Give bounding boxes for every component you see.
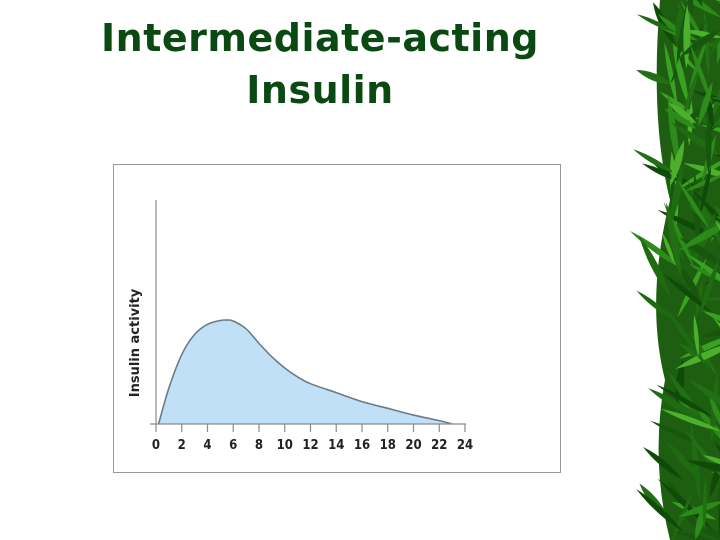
x-tick-label: 8 xyxy=(255,438,263,453)
activity-curve xyxy=(157,319,453,425)
slide-title: Intermediate-acting Insulin xyxy=(60,12,580,116)
title-line-1: Intermediate-acting xyxy=(101,16,539,60)
x-tick-label: 16 xyxy=(354,438,370,453)
bamboo-leaves-decoration xyxy=(630,0,720,540)
activity-area xyxy=(157,319,453,425)
title-line-2: Insulin xyxy=(246,68,394,112)
x-tick-label: 4 xyxy=(203,438,211,453)
y-axis-label: Insulin activity xyxy=(128,288,143,397)
x-tick-label: 12 xyxy=(302,438,318,453)
activity-fill xyxy=(158,319,453,424)
x-tick-label: 0 xyxy=(152,438,160,453)
chart-frame: 0 2 4 6 8 10 12 14 16 18 20 22 24 Insulin activity xyxy=(113,164,561,473)
x-tick-label: 24 xyxy=(457,438,473,453)
x-tick-label: 10 xyxy=(277,438,293,453)
insulin-activity-chart: 0 2 4 6 8 10 12 14 16 18 20 22 24 Insulin activity xyxy=(128,200,473,453)
x-tick-label: 20 xyxy=(405,438,421,453)
x-axis-ticks: 0 2 4 6 8 10 12 14 16 18 20 22 24 xyxy=(152,424,473,453)
x-tick-label: 6 xyxy=(229,438,237,453)
x-tick-label: 14 xyxy=(328,438,344,453)
x-tick-label: 18 xyxy=(380,438,396,453)
x-tick-label: 22 xyxy=(431,438,447,453)
x-tick-label: 2 xyxy=(178,438,186,453)
